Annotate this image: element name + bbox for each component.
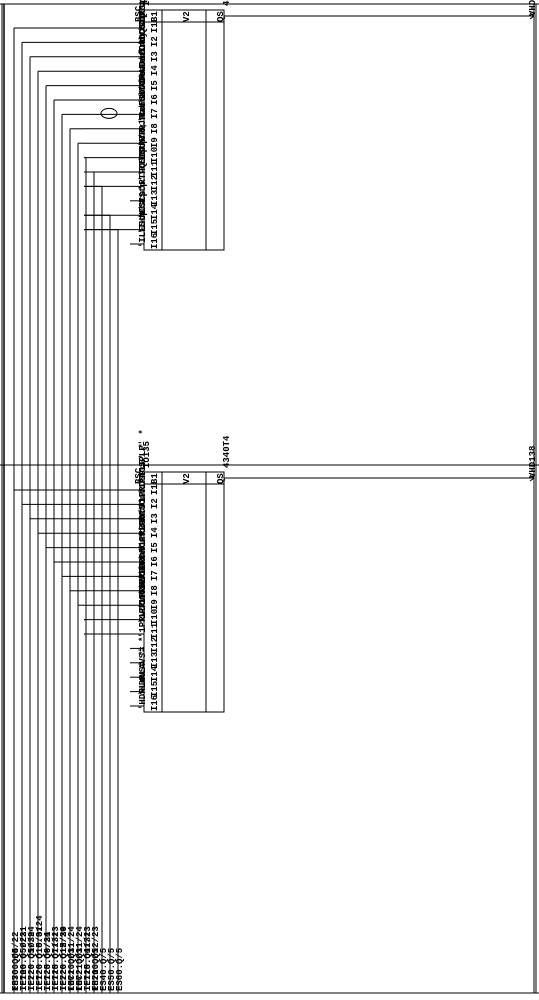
block-out-qs: QS <box>216 473 226 484</box>
pin-label: I2 <box>150 499 160 510</box>
pin-label: I6 <box>150 556 160 567</box>
pin-label: I1 <box>150 484 160 495</box>
pin-label: I14 <box>150 666 160 682</box>
input-desc: '1PRVDOnV' * <box>138 573 148 638</box>
pin-label: I5 <box>150 542 160 553</box>
block-out-b1: B1 <box>150 473 160 484</box>
block-id-right: 4340T4 <box>222 436 232 468</box>
input-desc: 'ILEStp' <box>138 205 148 248</box>
pin-label: I4 <box>150 65 160 76</box>
pin-label: I16 <box>150 695 160 711</box>
pin-label: I14 <box>150 204 160 220</box>
block-out-qs: QS <box>216 11 226 22</box>
pin-label: I5 <box>150 80 160 91</box>
pin-label: I16 <box>150 233 160 249</box>
block-out-ref: VHD137 <box>528 0 538 16</box>
input-desc: 'HDRLoVS' * <box>138 651 148 710</box>
block-out-v2: V2 <box>182 11 192 22</box>
block-out-v2: V2 <box>182 473 192 484</box>
pin-label: I7 <box>150 109 160 120</box>
block-id-right: 4330T4 <box>222 0 232 6</box>
pin-label: I8 <box>150 123 160 134</box>
pin-label: I6 <box>150 94 160 105</box>
block-out-b1: B1 <box>150 11 160 22</box>
src-label: IE710.Q12/23 <box>91 926 101 991</box>
pin-label: I7 <box>150 571 160 582</box>
pin-label: I3 <box>150 513 160 524</box>
src-label: ES60.Q/5 <box>115 948 125 991</box>
pin-label: I2 <box>150 37 160 48</box>
pin-label: I1 <box>150 22 160 33</box>
pin-label: I3 <box>150 51 160 62</box>
pin-label: I8 <box>150 585 160 596</box>
pin-label: I4 <box>150 527 160 538</box>
block-out-ref: VHD138 <box>528 446 538 478</box>
